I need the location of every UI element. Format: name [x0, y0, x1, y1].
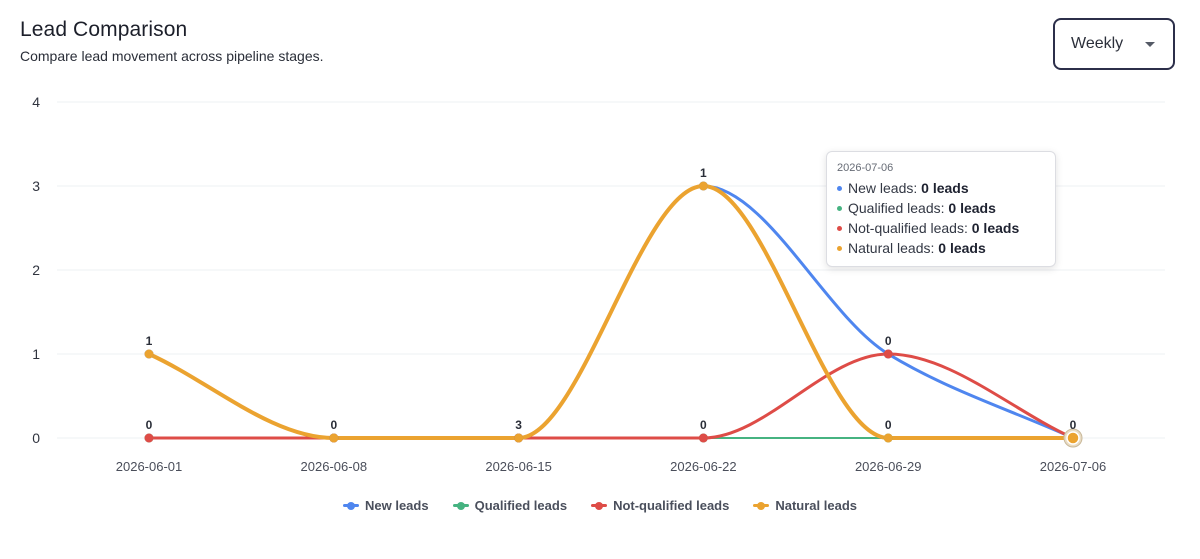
period-select-value: Weekly	[1071, 35, 1124, 52]
chart-title: Lead Comparison	[20, 18, 188, 41]
y-tick-label: 4	[32, 94, 40, 110]
dot-icon	[837, 185, 842, 191]
x-tick-label: 2026-06-22	[670, 459, 737, 474]
data-label: 3	[515, 418, 522, 432]
data-point	[698, 181, 708, 191]
data-point	[514, 433, 524, 443]
tooltip-value: 0 leads	[921, 180, 969, 196]
tooltip-row-qualified: Qualified leads: 0 leads	[837, 198, 1045, 218]
legend-label: Not-qualified leads	[613, 498, 730, 513]
data-label: 1	[146, 334, 153, 348]
x-tick-label: 2026-07-06	[1040, 459, 1107, 474]
data-point	[144, 433, 154, 443]
legend-item-natural-leads[interactable]: Natural leads	[753, 498, 857, 513]
y-tick-label: 0	[32, 430, 40, 446]
data-label: 0	[885, 418, 892, 432]
period-select[interactable]: Weekly	[1053, 18, 1175, 70]
dot-icon	[837, 225, 842, 231]
legend-label: New leads	[364, 498, 429, 513]
data-label: 0	[700, 418, 707, 432]
x-tick-label: 2026-06-01	[116, 459, 183, 474]
data-point	[329, 433, 339, 443]
data-label: 0	[1070, 418, 1077, 432]
tooltip-label: New leads:	[848, 180, 918, 196]
legend-line-icon	[452, 501, 469, 510]
data-label: 0	[330, 418, 337, 432]
tooltip-value: 0 leads	[938, 240, 986, 256]
x-tick-label: 2026-06-08	[301, 459, 368, 474]
line-chart: 0 1 2 3 4 2026-06-01 2026-06-08 2026-06-15 2026-…	[32, 94, 1165, 474]
series-line-not-qualified-leads	[147, 352, 1075, 440]
tooltip-value: 0 leads	[948, 200, 996, 216]
tooltip-row-natural: Natural leads: 0 leads	[837, 238, 1045, 258]
chart-tooltip: 2026-07-06 New leads: 0 leads Qualified …	[826, 151, 1056, 267]
chevron-down-icon	[1145, 41, 1155, 47]
tooltip-label: Qualified leads:	[848, 200, 945, 216]
y-tick-label: 1	[32, 346, 40, 362]
legend-line-icon	[591, 501, 608, 510]
tooltip-row-new: New leads: 0 leads	[837, 178, 1045, 198]
tooltip-label: Natural leads:	[848, 240, 935, 256]
tooltip-label: Not-qualified leads:	[848, 220, 968, 236]
data-label: 0	[885, 334, 892, 348]
data-point	[698, 433, 708, 443]
chart-header: Lead Comparison Compare lead movement ac…	[20, 18, 324, 64]
hover-marker	[1066, 431, 1080, 445]
x-tick-label: 2026-06-15	[485, 459, 552, 474]
data-point	[144, 349, 154, 359]
dot-icon	[837, 205, 842, 211]
y-tick-label: 2	[32, 262, 40, 278]
data-point	[883, 433, 893, 443]
legend-item-not-qualified-leads[interactable]: Not-qualified leads	[591, 498, 729, 513]
x-tick-label: 2026-06-29	[855, 459, 922, 474]
legend-item-qualified-leads[interactable]: Qualified leads	[452, 498, 568, 513]
legend-label: Natural leads	[775, 498, 858, 513]
legend-label: Qualified leads	[474, 498, 568, 513]
legend-line-icon	[342, 501, 359, 510]
dot-icon	[837, 245, 842, 251]
data-label: 0	[146, 418, 153, 432]
chart-subtitle: Compare lead movement across pipeline st…	[20, 48, 324, 64]
data-label: 1	[700, 166, 707, 180]
tooltip-value: 0 leads	[971, 220, 1020, 236]
tooltip-row-not-qualified: Not-qualified leads: 0 leads	[837, 218, 1045, 238]
y-tick-label: 3	[32, 178, 40, 194]
chart-legend: New leads Qualified leads Not-qualified …	[0, 498, 1200, 513]
legend-item-new-leads[interactable]: New leads	[342, 498, 429, 513]
legend-line-icon	[753, 501, 770, 510]
data-point	[883, 349, 893, 359]
tooltip-title: 2026-07-06	[837, 162, 894, 174]
